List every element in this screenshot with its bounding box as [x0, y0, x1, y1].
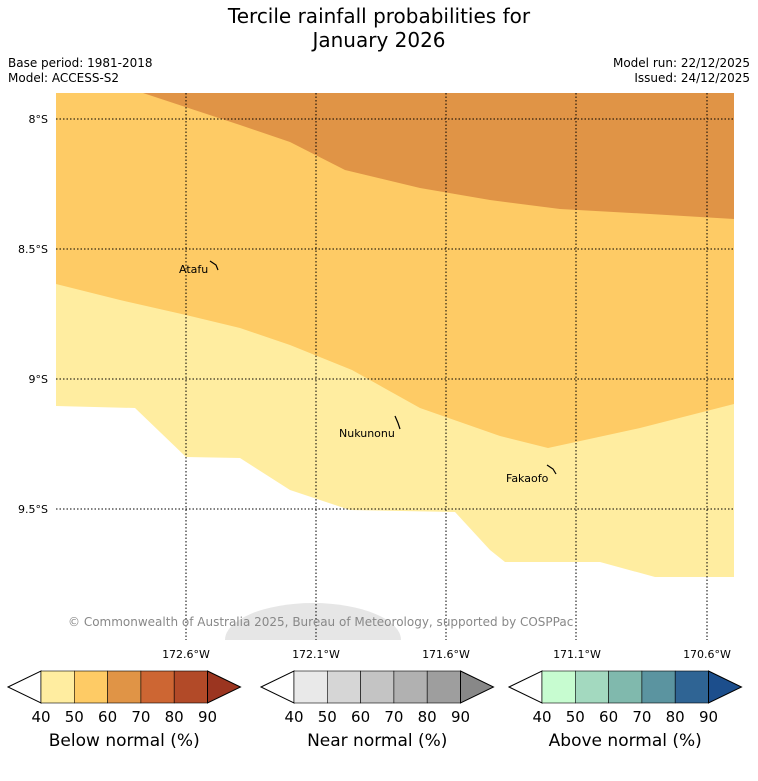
colorbar-tick-label: 60 [351, 708, 370, 726]
colorbar-segment [426, 670, 461, 704]
colorbar-label: Near normal (%) [307, 731, 447, 751]
colorbar-tick-label: 40 [284, 708, 303, 726]
colorbar-segment [40, 670, 75, 704]
colorbar-segment [574, 670, 609, 704]
model-run-text: Model run: 22/12/2025 [612, 56, 750, 70]
base-period-text: Base period: 1981-2018 [8, 56, 153, 70]
lat-label: 9.5°S [18, 503, 48, 516]
colorbar-tick-label: 80 [666, 708, 685, 726]
colorbar-segment [608, 670, 643, 704]
page-title: Tercile rainfall probabilities for Janua… [0, 4, 758, 52]
colorbar-0: 40 50 60 70 80 90 Below normal (%) [6, 670, 242, 751]
atoll-nukunonu [394, 415, 401, 430]
colorbar-tick-label: 80 [165, 708, 184, 726]
colorbar-tip-right [207, 670, 242, 704]
place-label-fakaofo: Fakaofo [506, 472, 549, 485]
colorbar-tick-label: 50 [566, 708, 585, 726]
lon-label: 172.1°W [292, 648, 340, 661]
colorbar-tick-label: 60 [98, 708, 117, 726]
colorbar-segment [107, 670, 142, 704]
place-label-atafu: Atafu [179, 263, 208, 276]
colorbar-tick-label: 80 [418, 708, 437, 726]
map-area: Atafu Nukunonu Fakaofo © Commonwealth of… [56, 93, 734, 680]
colorbar-segment [173, 670, 208, 704]
colorbar-tip-left [6, 670, 42, 704]
lat-label: 8°S [29, 113, 48, 126]
colorbar-tick-label: 70 [384, 708, 403, 726]
colorbar-segment [74, 670, 108, 704]
colorbar-label: Below normal (%) [49, 731, 200, 751]
colorbars: 40 50 60 70 80 90 Below normal (%) 40 50 60 70 80 90… [6, 670, 743, 751]
atolls [209, 260, 557, 475]
colorbar-tick-label: 40 [31, 708, 50, 726]
colorbar-tick-label: 60 [599, 708, 618, 726]
colorbar-segment [541, 670, 576, 704]
title-line-2: January 2026 [312, 28, 446, 52]
colorbar-label: Above normal (%) [549, 731, 702, 751]
colorbar-tick-label: 90 [198, 708, 217, 726]
lon-label: 172.6°W [162, 648, 210, 661]
colorbar-segment [326, 670, 361, 704]
colorbar-tick-label: 40 [532, 708, 551, 726]
lat-label: 8.5°S [18, 243, 48, 256]
colorbar-segment [360, 670, 395, 704]
colorbar-segment [140, 670, 175, 704]
colorbar-tick-label: 50 [65, 708, 84, 726]
colorbar-tip-right [708, 670, 743, 704]
atoll-atafu [209, 260, 219, 271]
lat-label: 9°S [29, 373, 48, 386]
title-line-1: Tercile rainfall probabilities for [227, 4, 531, 28]
issued-text: Issued: 24/12/2025 [634, 71, 750, 85]
colorbar-tick-label: 90 [451, 708, 470, 726]
colorbar-tick-label: 50 [318, 708, 337, 726]
atoll-fakaofo [546, 464, 557, 475]
model-text: Model: ACCESS-S2 [8, 71, 120, 85]
zone-below-normal-60-70 [143, 93, 734, 219]
colorbar-tip-right [460, 670, 495, 704]
colorbar-segment [293, 670, 328, 704]
colorbar-2: 40 50 60 70 80 90 Above normal (%) [507, 670, 743, 751]
colorbar-segment [393, 670, 428, 704]
colorbar-tick-label: 90 [699, 708, 718, 726]
colorbar-tick-label: 70 [131, 708, 150, 726]
colorbar-segment [641, 670, 676, 704]
colorbar-tip-left [507, 670, 543, 704]
gridlines [56, 93, 734, 640]
meta-left: Base period: 1981-2018 Model: ACCESS-S2 [8, 56, 153, 86]
copyright-text: © Commonwealth of Australia 2025, Bureau… [68, 615, 573, 629]
lon-labels: 172.6°W 172.1°W 171.6°W 171.1°W 170.6°W [162, 648, 731, 661]
colorbar-segment [674, 670, 709, 704]
place-label-nukunonu: Nukunonu [339, 427, 395, 440]
lon-label: 170.6°W [683, 648, 731, 661]
meta-right: Model run: 22/12/2025 Issued: 24/12/2025 [613, 56, 750, 86]
lon-label: 171.1°W [553, 648, 601, 661]
lat-labels: 8°S 8.5°S 9°S 9.5°S [18, 113, 48, 516]
colorbar-tick-label: 70 [632, 708, 651, 726]
lon-label: 171.6°W [422, 648, 470, 661]
